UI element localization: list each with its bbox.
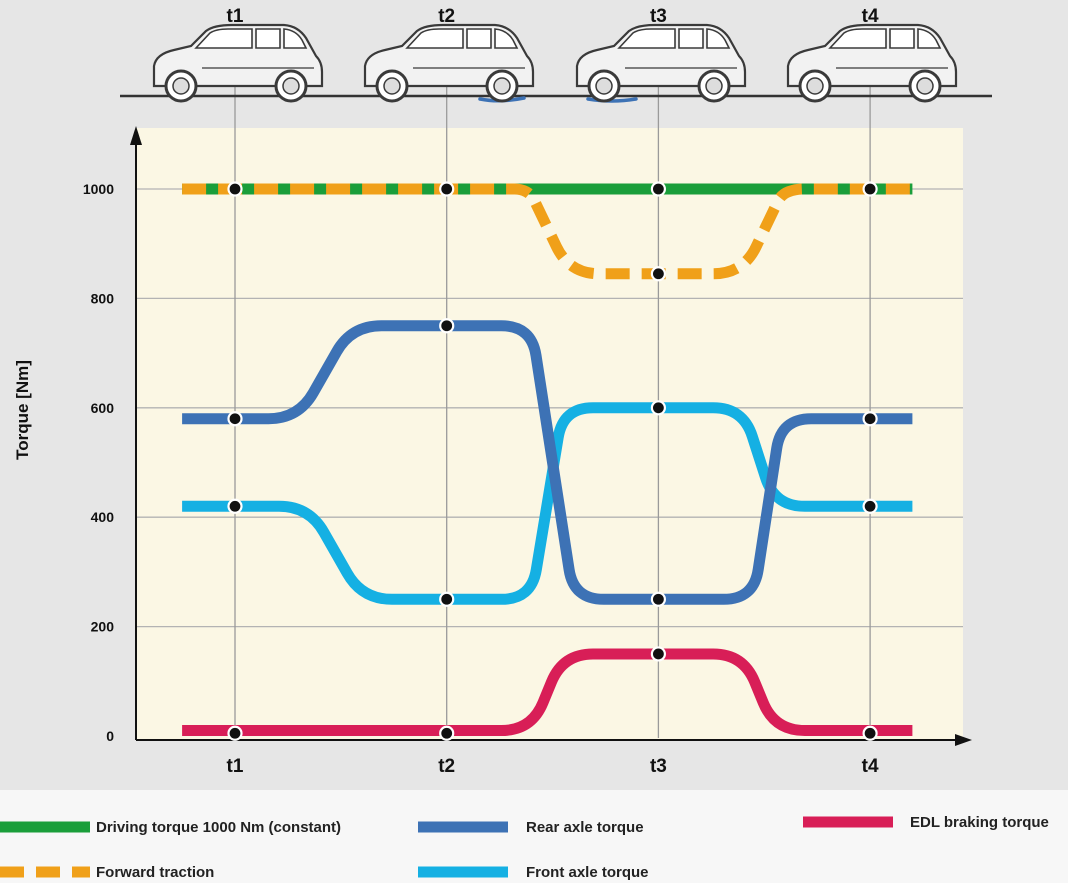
top-time-label: t4 xyxy=(862,6,879,27)
series-line-front-axle-torque xyxy=(182,402,913,605)
data-point-marker xyxy=(650,181,667,197)
x-tick-label: t1 xyxy=(227,756,244,777)
data-point-marker xyxy=(862,411,878,427)
car-icon xyxy=(363,23,535,103)
data-point-marker xyxy=(439,591,455,607)
time-guide-lines xyxy=(234,66,871,738)
data-point-marker xyxy=(227,725,243,741)
data-point-marker xyxy=(862,498,878,514)
x-tick-label: t2 xyxy=(438,756,455,777)
data-point-marker xyxy=(439,181,455,197)
series-line-rear-axle-torque xyxy=(182,320,913,605)
y-tick-label: 600 xyxy=(91,400,115,416)
legend: Driving torque 1000 Nm (constant) Forward… xyxy=(0,814,1049,881)
data-point-marker xyxy=(650,646,667,662)
top-time-label: t2 xyxy=(438,6,455,27)
legend-label: Front axle torque xyxy=(526,864,649,881)
legend-label: Rear axle torque xyxy=(526,819,644,836)
y-tick-label: 400 xyxy=(91,509,115,525)
x-axis-arrow xyxy=(955,734,972,746)
data-point-marker xyxy=(862,181,878,197)
car-icon xyxy=(575,23,747,103)
data-point-marker xyxy=(650,266,667,282)
wheel-slip-mark xyxy=(586,97,638,103)
y-tick-label: 800 xyxy=(91,290,115,306)
top-time-label: t1 xyxy=(227,6,244,27)
legend-label: Driving torque 1000 Nm (constant) xyxy=(96,819,341,836)
data-point-marker xyxy=(227,498,243,514)
data-point-marker xyxy=(650,400,667,416)
data-point-marker xyxy=(227,411,243,427)
data-point-marker xyxy=(650,591,667,607)
car-icon xyxy=(786,23,958,103)
y-tick-label: 200 xyxy=(91,619,115,635)
data-point-marker xyxy=(227,181,243,197)
y-axis-arrow xyxy=(130,126,142,145)
legend-label: Forward traction xyxy=(96,864,214,881)
x-tick-labels: t1 t2 t3 t4 xyxy=(227,756,879,777)
x-tick-label: t3 xyxy=(650,756,667,777)
data-point-marker xyxy=(862,725,878,741)
car-icon xyxy=(152,23,324,103)
y-axis-label: Torque [Nm] xyxy=(13,360,32,460)
legend-background xyxy=(0,790,1068,883)
data-point-marker xyxy=(439,725,455,741)
data-point-marker xyxy=(439,318,455,334)
y-tick-label: 0 xyxy=(106,728,114,744)
x-tick-label: t4 xyxy=(862,756,879,777)
y-tick-labels: 0 200 400 600 800 1000 xyxy=(83,181,114,744)
top-time-labels: t1 t2 t3 t4 xyxy=(227,6,879,27)
y-tick-label: 1000 xyxy=(83,181,114,197)
legend-label: EDL braking torque xyxy=(910,814,1049,831)
marker-layer xyxy=(227,181,878,741)
top-time-label: t3 xyxy=(650,6,667,27)
